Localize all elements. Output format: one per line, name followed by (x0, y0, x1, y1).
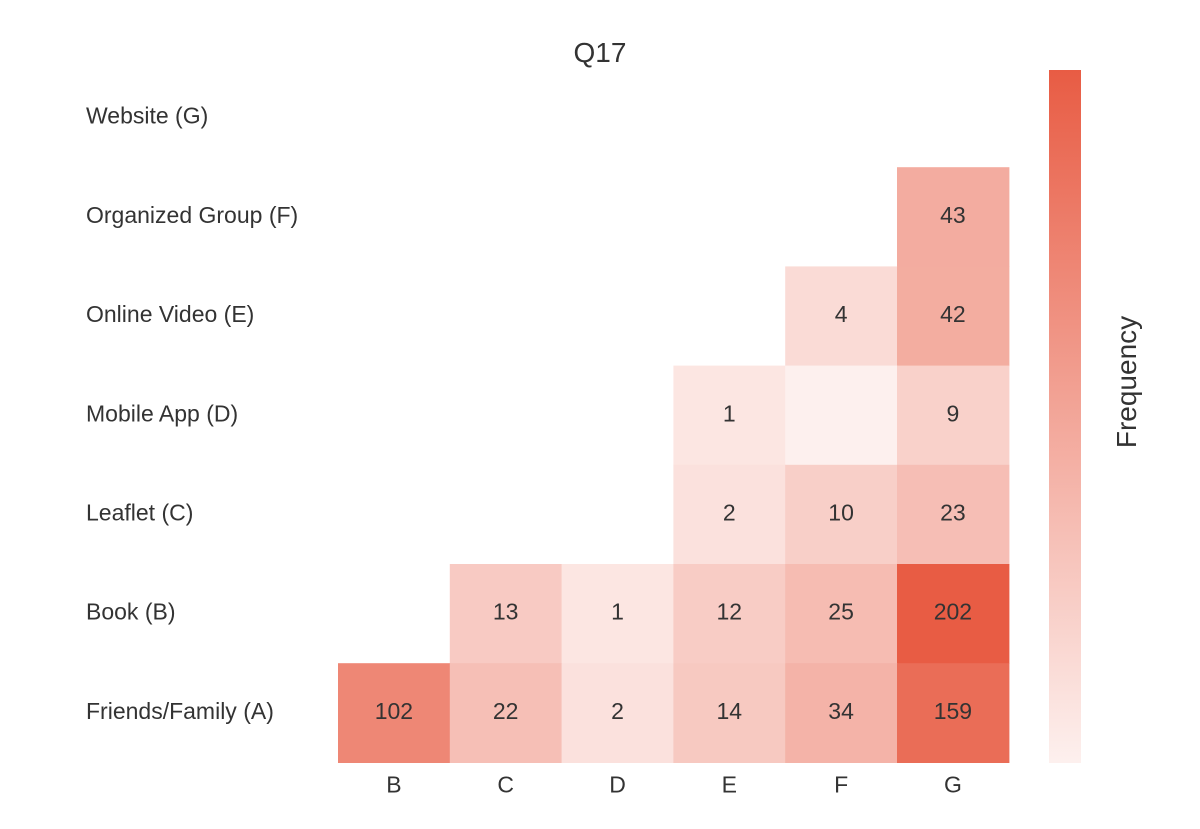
row-label: Online Video (E) (86, 301, 254, 327)
cell-value-label: 9 (947, 400, 960, 426)
cell-value-label: 43 (940, 202, 966, 228)
column-labels: B C D E F G (386, 771, 962, 797)
cell-value-label: 1 (723, 400, 736, 426)
cell-value-label: 2 (723, 499, 736, 525)
heatmap-cell (785, 365, 898, 466)
column-label: B (386, 771, 401, 797)
cell-value-label: 13 (493, 599, 519, 625)
column-label: G (944, 771, 962, 797)
cell-value-label: 42 (940, 301, 966, 327)
cell-value-label: 102 (375, 698, 413, 724)
cell-value-label: 14 (717, 698, 743, 724)
row-labels: Website (G) Organized Group (F) Online Vid… (86, 103, 298, 724)
cell-value-label: 22 (493, 698, 519, 724)
column-label: F (834, 771, 848, 797)
heatmap-cell (449, 564, 563, 664)
heatmap-cell (338, 663, 451, 763)
row-label: Book (B) (86, 599, 175, 625)
cell-value-label: 202 (934, 599, 972, 625)
heatmap-cell (897, 167, 1010, 267)
heatmap-cell (561, 564, 674, 664)
heatmap-cell (449, 663, 563, 763)
cell-value-label: 34 (828, 698, 854, 724)
column-label: C (497, 771, 514, 797)
heatmap-cell (785, 464, 898, 565)
column-label: D (609, 771, 626, 797)
heatmap-cell (785, 564, 898, 664)
row-label: Friends/Family (A) (86, 698, 274, 724)
heatmap-cell (897, 365, 1010, 466)
heatmap-cell (673, 564, 786, 664)
cell-value-label: 2 (611, 698, 624, 724)
cell-value-label: 25 (828, 599, 854, 625)
cell-value-label: 12 (717, 599, 743, 625)
heatmap-cell (673, 365, 786, 466)
row-label: Mobile App (D) (86, 400, 238, 426)
colorbar-label: Frequency (1111, 316, 1142, 448)
heatmap-cell (673, 663, 786, 763)
row-label: Leaflet (C) (86, 499, 193, 525)
column-label: E (722, 771, 737, 797)
colorbar (1049, 70, 1081, 763)
cell-value-label: 10 (828, 499, 854, 525)
cell-value-label: 159 (934, 698, 972, 724)
chart-title: Q17 (574, 37, 627, 68)
row-label: Organized Group (F) (86, 202, 298, 228)
heatmap-cell (897, 266, 1010, 367)
heatmap-cell (897, 663, 1010, 763)
heatmap-cell (561, 663, 674, 763)
cell-value-label: 4 (835, 301, 848, 327)
row-label: Website (G) (86, 103, 208, 129)
heatmap-cell (785, 266, 898, 367)
cell-value-label: 23 (940, 499, 966, 525)
heatmap-cell (673, 464, 786, 565)
heatmap-cell (785, 663, 898, 763)
heatmap-cell (897, 464, 1010, 565)
heatmap-cell (897, 564, 1010, 664)
cell-value-label: 1 (611, 599, 624, 625)
